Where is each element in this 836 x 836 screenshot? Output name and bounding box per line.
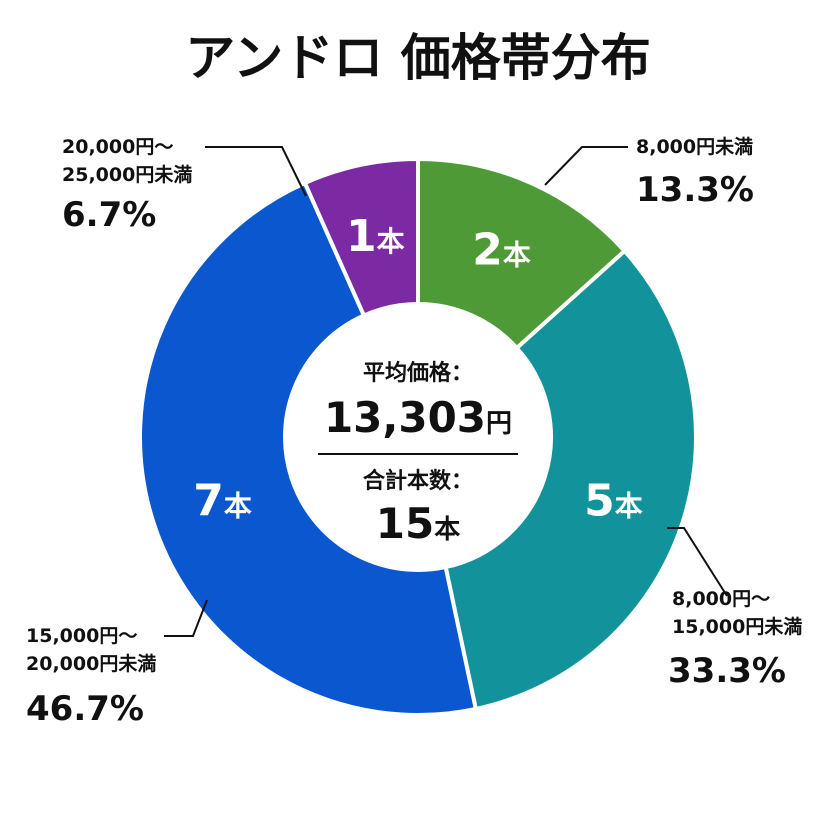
slice-value-label-3: 7本 — [193, 476, 252, 527]
slices-group — [138, 156, 698, 717]
slice-3 — [138, 180, 479, 717]
slice-value-label-1: 2本 — [472, 224, 531, 275]
total-count-unit: 本 — [434, 515, 460, 545]
chart-title: アンドロ 価格帯分布 — [185, 29, 650, 87]
average-price-number: 13,303 — [324, 393, 486, 442]
percent-label-3: 46.7% — [26, 689, 144, 729]
range-label-3-1: 15,000円〜 — [26, 625, 137, 647]
average-price-value: 13,303円 — [324, 393, 512, 442]
range-label-3-2: 20,000円未満 — [26, 652, 156, 675]
total-count-number: 15 — [376, 499, 434, 548]
leader-line-1 — [544, 146, 628, 186]
slice-labels-group: 2本 5本 7本 1本 — [193, 211, 643, 527]
percent-label-1: 13.3% — [636, 170, 754, 210]
leader-line-3 — [164, 599, 208, 637]
leader-line-4 — [205, 146, 307, 197]
range-label-2-1: 8,000円〜 — [672, 588, 770, 610]
range-label-4-2: 25,000円未満 — [62, 163, 192, 186]
range-label-4-1: 20,000円〜 — [62, 136, 173, 158]
average-price-unit: 円 — [486, 409, 512, 439]
donut-hole — [287, 306, 549, 568]
percent-label-2: 33.3% — [668, 651, 786, 691]
average-price-label: 平均価格： — [363, 360, 473, 386]
annotations-group: 8,000円未満 13.3% 8,000円〜 15,000円未満 33.3% 15,000… — [26, 135, 802, 729]
range-label-2-2: 15,000円未満 — [672, 615, 802, 638]
slice-1 — [416, 156, 628, 351]
center-info: 平均価格： 13,303円 合計本数： 15本 — [318, 360, 518, 548]
percent-label-4: 6.7% — [62, 195, 156, 235]
slice-4 — [302, 156, 420, 319]
slice-value-label-2: 5本 — [584, 476, 643, 527]
range-label-1-1: 8,000円未満 — [636, 135, 753, 158]
slice-value-label-4: 1本 — [346, 211, 405, 262]
total-count-label: 合計本数： — [363, 468, 473, 494]
leader-line-2 — [667, 527, 728, 597]
slice-2 — [443, 248, 698, 712]
total-count-value: 15本 — [376, 499, 460, 548]
